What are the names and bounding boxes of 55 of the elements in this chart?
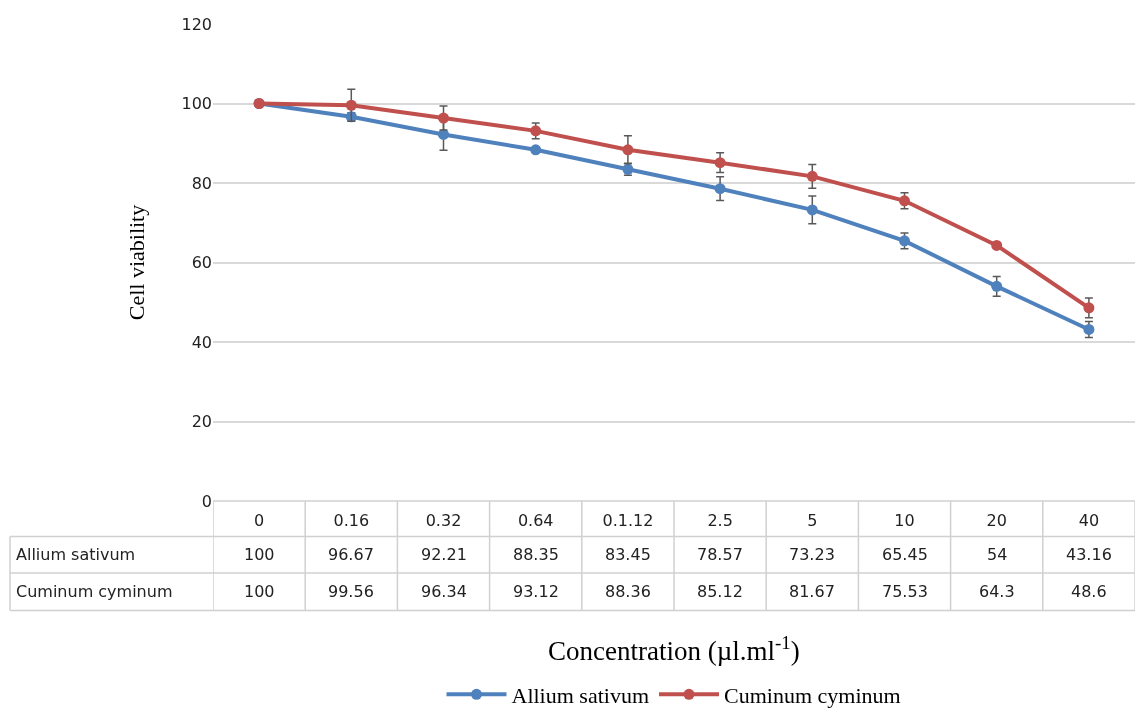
data-label: 96.34 xyxy=(421,582,467,601)
y-tick-label: 20 xyxy=(191,412,212,432)
point xyxy=(530,144,542,156)
data-label: 88.36 xyxy=(605,582,651,601)
data-label: 43.16 xyxy=(1066,545,1112,564)
x-tick-label: 0.16 xyxy=(333,511,370,530)
data-label: 100 xyxy=(244,545,275,564)
text: Allium sativum xyxy=(16,545,136,564)
x-tick-label: 0.32 xyxy=(425,511,462,530)
y-tick-label: 100 xyxy=(181,94,212,114)
data-label: 88.35 xyxy=(513,545,559,564)
point xyxy=(1083,302,1095,314)
data-label: 75.53 xyxy=(882,582,928,601)
data-label: 92.21 xyxy=(421,545,467,564)
y-tick-label: 40 xyxy=(191,332,212,352)
data-label: 65.45 xyxy=(882,545,928,564)
point xyxy=(345,99,357,111)
data-label: 99.56 xyxy=(328,582,374,601)
x-tick-label: 5 xyxy=(807,511,818,530)
x-tick-label: 0 xyxy=(254,511,265,530)
x-tick-label: 40 xyxy=(1078,511,1100,530)
data-label: 85.12 xyxy=(697,582,743,601)
x-axis-title: Concentration (µl.ml$^{-1}$) xyxy=(548,632,800,667)
data-label: 81.67 xyxy=(789,582,835,601)
y-tick-label: 60 xyxy=(191,253,212,273)
x-tick-label: 0.1.12 xyxy=(602,511,654,530)
data-label: 83.45 xyxy=(605,545,651,564)
data-label: 73.23 xyxy=(789,545,835,564)
point xyxy=(622,144,634,156)
x-tick-label: 20 xyxy=(986,511,1007,530)
data-label: 54 xyxy=(987,545,1008,564)
legend-label: Cuminum cyminum xyxy=(724,682,901,708)
data-label: 96.67 xyxy=(328,545,374,564)
legend-label: Allium sativum xyxy=(511,682,649,708)
point xyxy=(438,112,449,124)
data-label: 64.3 xyxy=(979,582,1015,601)
point xyxy=(714,183,726,195)
data-label: 78.57 xyxy=(697,545,743,564)
y-tick-label: 0 xyxy=(201,491,212,511)
data-label: 93.12 xyxy=(513,582,559,601)
data-label: 48.6 xyxy=(1071,582,1107,601)
point xyxy=(991,280,1003,292)
point xyxy=(1083,323,1095,335)
y-tick-label: 120 xyxy=(181,14,212,34)
point xyxy=(806,170,818,182)
point xyxy=(806,204,818,216)
text: Cuminum cyminum xyxy=(16,582,173,601)
y-axis-title: Cell viability xyxy=(124,204,150,321)
point xyxy=(714,157,726,169)
y-tick-label: 80 xyxy=(191,173,212,193)
x-tick-label: 0.64 xyxy=(517,511,554,530)
x-tick-label: 10 xyxy=(894,511,915,530)
x-tick-label: 2.5 xyxy=(707,511,733,530)
point xyxy=(991,239,1003,251)
data-label: 100 xyxy=(244,582,275,601)
